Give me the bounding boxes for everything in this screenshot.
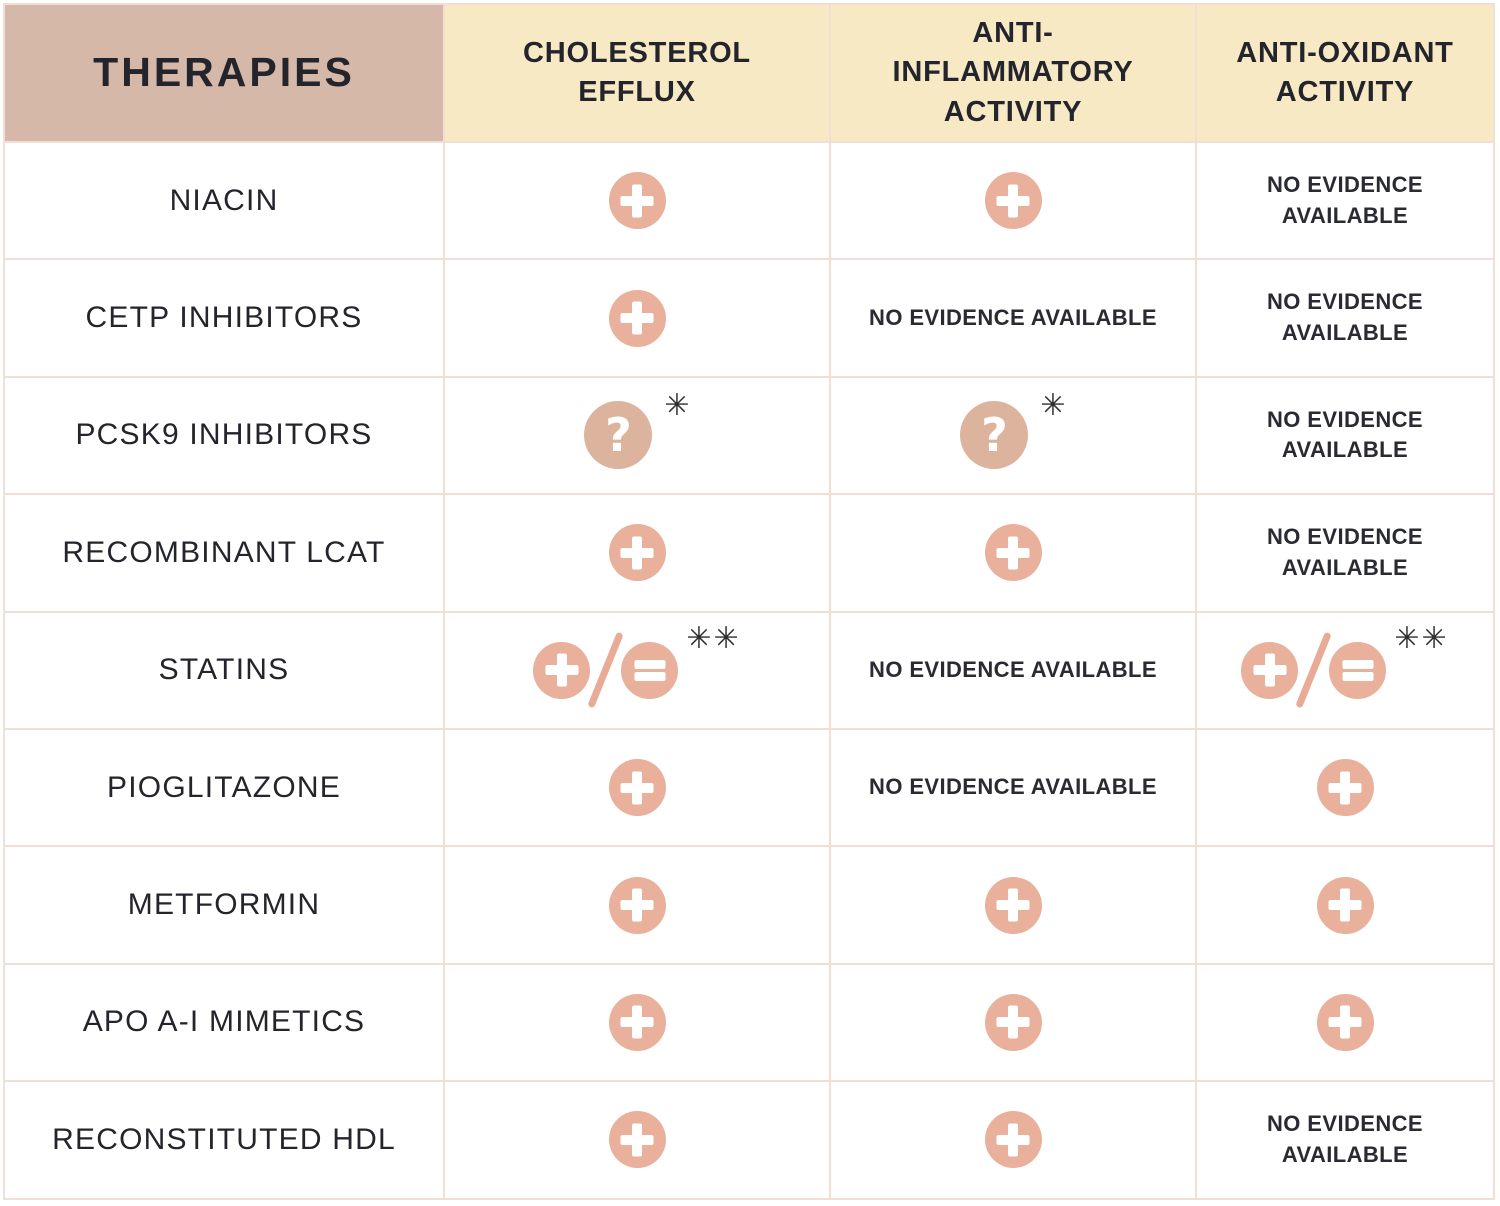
- therapy-label-pioglitazone: PIOGLITAZONE: [5, 729, 443, 846]
- therapy-label-recombinant-lcat: RECOMBINANT LCAT: [5, 495, 443, 611]
- plus-icon: [608, 172, 666, 230]
- plus-icon: [608, 993, 666, 1051]
- cell-metformin-anti-inflammatory: [831, 847, 1195, 963]
- cell-rhdl-anti-inflammatory: [831, 1082, 1195, 1198]
- slash-icon: [587, 631, 625, 709]
- no-evidence-label: NO EVIDENCE AVAILABLE: [869, 774, 1157, 800]
- cell-pioglitazone-cholesterol-efflux: [445, 729, 829, 846]
- cell-niacin-cholesterol-efflux: [445, 143, 829, 259]
- cell-apo-cholesterol-efflux: [445, 964, 829, 1081]
- plus-icon: [608, 1111, 666, 1169]
- question-glyph: ?: [981, 408, 1008, 463]
- cell-rhdl-anti-oxidant: NO EVIDENCE AVAILABLE: [1197, 1082, 1493, 1198]
- no-evidence-label: NO EVIDENCE AVAILABLE: [869, 656, 1157, 682]
- plus-icon: [984, 993, 1042, 1051]
- cell-pcsk9-anti-oxidant: NO EVIDENCE AVAILABLE: [1197, 377, 1493, 494]
- plus-icon: [1316, 876, 1374, 934]
- no-evidence-label: NO EVIDENCE AVAILABLE: [1267, 171, 1423, 228]
- column-header-label: THERAPIES: [93, 49, 355, 96]
- column-header-anti-oxidant: ANTI-OXIDANT ACTIVITY: [1197, 5, 1493, 141]
- therapy-label-apo-a-i-mimetics: APO A-I MIMETICS: [5, 964, 443, 1081]
- no-evidence-label: NO EVIDENCE AVAILABLE: [1267, 524, 1423, 580]
- plus-icon: [1241, 641, 1299, 699]
- cell-metformin-cholesterol-efflux: [445, 847, 829, 963]
- cell-apo-anti-inflammatory: [831, 964, 1195, 1081]
- cell-metformin-anti-oxidant: [1197, 847, 1493, 963]
- plus-icon: [1316, 993, 1374, 1051]
- cell-cetp-cholesterol-efflux: [445, 260, 829, 376]
- cell-lcat-cholesterol-efflux: [445, 495, 829, 611]
- no-evidence-label: NO EVIDENCE AVAILABLE: [1267, 1111, 1423, 1167]
- single-asterisk-marker: ✳: [664, 388, 690, 424]
- cell-niacin-anti-inflammatory: [831, 143, 1195, 259]
- double-asterisk-marker: ✳✳: [1394, 621, 1449, 657]
- no-evidence-label: NO EVIDENCE AVAILABLE: [869, 304, 1157, 330]
- cell-cetp-anti-oxidant: NO EVIDENCE AVAILABLE: [1197, 260, 1493, 376]
- column-header-label: CHOLESTEROL EFFLUX: [523, 36, 751, 108]
- equals-icon: [1329, 641, 1387, 699]
- column-header-label: ANTI-INFLAMMATORY ACTIVITY: [892, 17, 1134, 128]
- question-mark-icon: ?: [584, 401, 653, 470]
- equals-icon: [621, 641, 679, 699]
- cell-pcsk9-anti-inflammatory: ? ✳: [831, 377, 1195, 494]
- plus-icon: [608, 759, 666, 817]
- plus-icon: [984, 172, 1042, 230]
- cell-statins-anti-inflammatory: NO EVIDENCE AVAILABLE: [831, 612, 1195, 728]
- therapy-label-metformin: METFORMIN: [5, 847, 443, 963]
- cell-rhdl-cholesterol-efflux: [445, 1082, 829, 1198]
- double-asterisk-marker: ✳✳: [686, 621, 741, 657]
- plus-icon: [608, 524, 666, 582]
- therapies-comparison-table: THERAPIES CHOLESTEROL EFFLUX ANTI-INFLAM…: [3, 3, 1495, 1200]
- single-asterisk-marker: ✳: [1040, 388, 1066, 424]
- therapy-label-reconstituted-hdl: RECONSTITUTED HDL: [5, 1082, 443, 1198]
- plus-icon: [984, 524, 1042, 582]
- column-header-label: ANTI-OXIDANT ACTIVITY: [1236, 36, 1454, 108]
- plus-icon: [984, 1111, 1042, 1169]
- cell-statins-anti-oxidant: ✳✳: [1197, 612, 1493, 728]
- cell-pioglitazone-anti-oxidant: [1197, 729, 1493, 846]
- therapy-label-pcsk9-inhibitors: PCSK9 INHIBITORS: [5, 377, 443, 494]
- therapy-label-niacin: NIACIN: [5, 143, 443, 259]
- plus-icon: [608, 876, 666, 934]
- plus-icon: [984, 876, 1042, 934]
- cell-pioglitazone-anti-inflammatory: NO EVIDENCE AVAILABLE: [831, 729, 1195, 846]
- cell-statins-cholesterol-efflux: ✳✳: [445, 612, 829, 728]
- cell-lcat-anti-inflammatory: [831, 495, 1195, 611]
- cell-pcsk9-cholesterol-efflux: ? ✳: [445, 377, 829, 494]
- column-header-anti-inflammatory: ANTI-INFLAMMATORY ACTIVITY: [831, 5, 1195, 141]
- cell-apo-anti-oxidant: [1197, 964, 1493, 1081]
- therapy-label-statins: STATINS: [5, 612, 443, 728]
- column-header-therapies: THERAPIES: [5, 5, 443, 141]
- cell-lcat-anti-oxidant: NO EVIDENCE AVAILABLE: [1197, 495, 1493, 611]
- plus-icon: [533, 641, 591, 699]
- cell-niacin-anti-oxidant: NO EVIDENCE AVAILABLE: [1197, 143, 1493, 259]
- cell-cetp-anti-inflammatory: NO EVIDENCE AVAILABLE: [831, 260, 1195, 376]
- plus-icon: [1316, 759, 1374, 817]
- question-mark-icon: ?: [960, 401, 1029, 470]
- slash-icon: [1295, 631, 1333, 709]
- therapy-label-cetp-inhibitors: CETP INHIBITORS: [5, 260, 443, 376]
- no-evidence-label: NO EVIDENCE AVAILABLE: [1267, 406, 1423, 463]
- question-glyph: ?: [605, 408, 632, 463]
- plus-icon: [608, 289, 666, 347]
- no-evidence-label: NO EVIDENCE AVAILABLE: [1267, 289, 1423, 346]
- column-header-cholesterol-efflux: CHOLESTEROL EFFLUX: [445, 5, 829, 141]
